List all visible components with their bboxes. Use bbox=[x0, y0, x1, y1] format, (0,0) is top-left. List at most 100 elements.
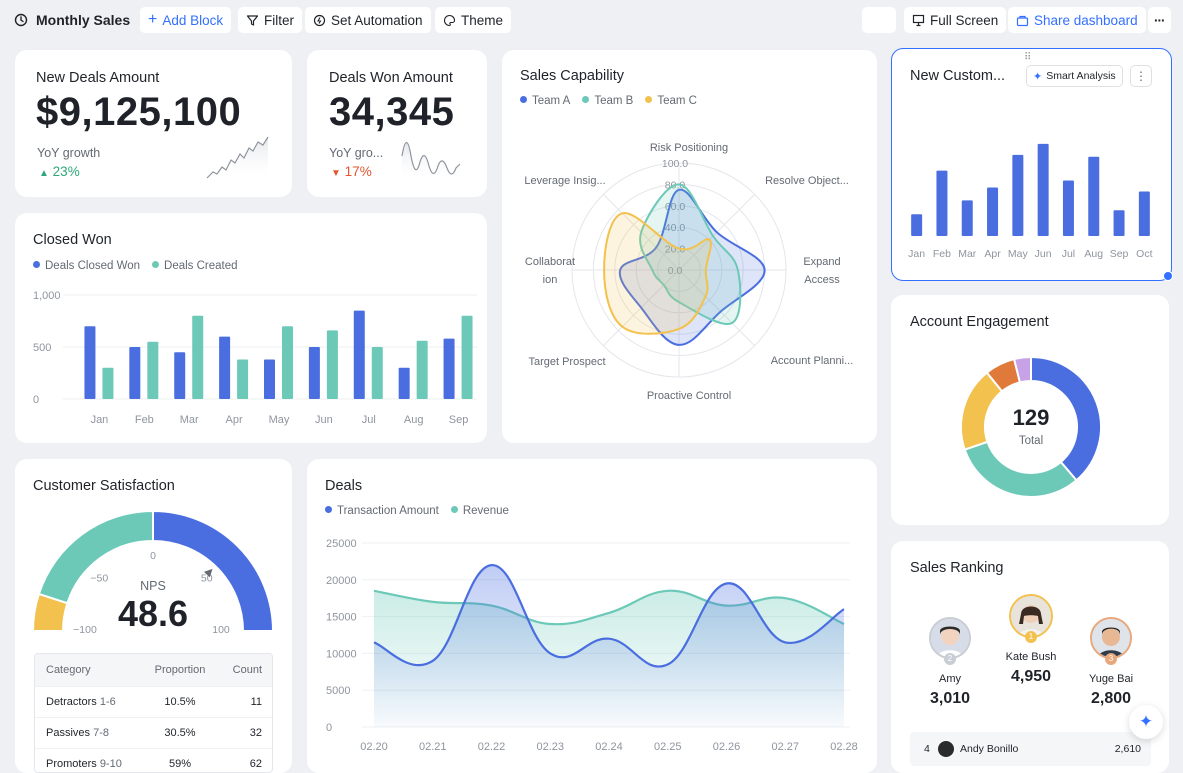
bar[interactable] bbox=[264, 359, 275, 399]
x-tick-label: 02.26 bbox=[713, 741, 741, 753]
dashboard-title[interactable]: Monthly Sales bbox=[14, 7, 130, 33]
account-engagement-card[interactable]: Account Engagement 129 Total bbox=[891, 295, 1169, 525]
share-dashboard-button[interactable]: Share dashboard bbox=[1008, 7, 1146, 33]
drag-handle-icon[interactable]: ⠿ bbox=[1024, 52, 1031, 63]
bar[interactable] bbox=[1062, 180, 1074, 236]
new-deals-card[interactable]: New Deals Amount $9,125,100 YoY growth ▲… bbox=[15, 50, 292, 197]
nps-table-header: Category Proportion Count bbox=[35, 654, 272, 686]
radar-series[interactable] bbox=[603, 212, 712, 335]
bar[interactable] bbox=[398, 367, 410, 399]
closed-won-card[interactable]: Closed Won Deals Closed Won Deals Create… bbox=[15, 213, 487, 443]
nps-value: 48.6 bbox=[117, 593, 189, 634]
radar-series[interactable] bbox=[618, 188, 766, 346]
sales-ranking-card[interactable]: Sales Ranking 2 Amy 3,010 1 Kate Bush 4,… bbox=[891, 541, 1169, 773]
radar-axis-label: Proactive Control bbox=[647, 390, 731, 402]
deals-card[interactable]: Deals Transaction Amount Revenue 0 5000 10… bbox=[307, 459, 877, 773]
avatar-rank-1[interactable] bbox=[1009, 594, 1053, 638]
new-customers-card[interactable]: ⠿ New Custom... ✦ Smart Analysis ⋮ Jan Fe… bbox=[891, 48, 1172, 281]
donut-slice[interactable] bbox=[1030, 355, 1102, 482]
bar[interactable] bbox=[1037, 143, 1049, 236]
donut-slice[interactable] bbox=[1012, 355, 1032, 384]
bar[interactable] bbox=[371, 347, 383, 399]
bar[interactable] bbox=[416, 340, 428, 399]
deals-chart: 0 5000 10000 15000 20000 25000 02.20 02.21 02.22… bbox=[326, 538, 858, 753]
x-tick-label: 02.25 bbox=[654, 741, 682, 753]
engagement-total-label: Total bbox=[1018, 435, 1044, 447]
bar[interactable] bbox=[174, 352, 186, 399]
theme-button[interactable]: Theme bbox=[435, 7, 512, 33]
bar[interactable] bbox=[219, 336, 231, 399]
radar-tick-label: 0.0 bbox=[668, 265, 683, 277]
avatar-rank-2[interactable] bbox=[929, 617, 971, 659]
deals-won-growth: ▼ 17% bbox=[331, 164, 372, 179]
legend-item-transaction[interactable]: Transaction Amount bbox=[325, 505, 439, 517]
bar[interactable] bbox=[443, 338, 455, 399]
x-tick-label: Jul bbox=[362, 414, 376, 426]
bar[interactable] bbox=[461, 315, 473, 399]
set-automation-button[interactable]: Set Automation bbox=[305, 7, 431, 33]
smart-analysis-button[interactable]: ✦ Smart Analysis bbox=[1026, 65, 1123, 87]
bar[interactable] bbox=[936, 170, 948, 236]
x-tick-label: Mar bbox=[180, 414, 199, 426]
legend-item-team-b[interactable]: Team B bbox=[582, 95, 633, 107]
x-tick-label: Jan bbox=[91, 414, 109, 426]
legend-label: Revenue bbox=[462, 505, 509, 517]
gauge-tick-label: 50 bbox=[201, 572, 213, 584]
full-screen-label: Full Screen bbox=[930, 12, 999, 28]
series-line[interactable] bbox=[373, 589, 845, 626]
table-row: Passives 7-8 30.5% 32 bbox=[35, 717, 272, 748]
legend-item-team-c[interactable]: Team C bbox=[645, 95, 697, 107]
x-tick-label: Jul bbox=[1062, 248, 1075, 260]
bar[interactable] bbox=[326, 330, 338, 399]
bar[interactable] bbox=[84, 326, 96, 399]
bar[interactable] bbox=[308, 347, 320, 399]
customer-satisfaction-card[interactable]: Customer Satisfaction −100 −50 0 50 100 NPS … bbox=[15, 459, 292, 773]
bar[interactable] bbox=[911, 214, 923, 236]
triangle-up-icon: ▲ bbox=[39, 168, 49, 179]
gauge-pointer bbox=[204, 568, 213, 578]
card-menu-button[interactable]: ⋮ bbox=[1130, 65, 1152, 87]
ai-assistant-button[interactable]: ✦ bbox=[1129, 705, 1163, 739]
radar-axis-label: Expand bbox=[803, 256, 840, 268]
resize-handle[interactable] bbox=[1163, 271, 1173, 281]
more-options-button[interactable]: ··· bbox=[1148, 7, 1171, 33]
x-tick-label: Feb bbox=[135, 414, 154, 426]
bar[interactable] bbox=[192, 315, 204, 399]
legend-item-revenue[interactable]: Revenue bbox=[450, 505, 509, 517]
radar-tick-label: 40.0 bbox=[665, 222, 686, 234]
bar[interactable] bbox=[987, 187, 999, 236]
bar[interactable] bbox=[1012, 154, 1024, 236]
bar[interactable] bbox=[237, 359, 249, 399]
add-block-button[interactable]: + Add Block bbox=[140, 7, 232, 33]
series-line[interactable] bbox=[373, 563, 845, 668]
bar[interactable] bbox=[129, 347, 141, 399]
legend-item-team-a[interactable]: Team A bbox=[520, 95, 570, 107]
account-engagement-title: Account Engagement bbox=[910, 314, 1049, 330]
donut-slice[interactable] bbox=[963, 440, 1078, 498]
category-name: Promoters bbox=[46, 758, 97, 770]
filter-button[interactable]: Filter bbox=[238, 7, 302, 33]
bar[interactable] bbox=[147, 341, 159, 399]
y-tick-label: 0 bbox=[326, 722, 332, 734]
new-deals-growth-label: YoY growth bbox=[37, 146, 101, 160]
radar-series[interactable] bbox=[639, 183, 742, 326]
radar-axis-label: Account Planni... bbox=[771, 355, 854, 367]
deals-title: Deals bbox=[325, 478, 363, 494]
ranking-row[interactable]: 4 Andy Bonillo 2,610 bbox=[910, 732, 1151, 766]
y-tick-label: 500 bbox=[33, 342, 51, 354]
x-tick-label: Apr bbox=[984, 248, 1001, 260]
bar[interactable] bbox=[961, 200, 973, 236]
bar[interactable] bbox=[1113, 210, 1125, 236]
bar[interactable] bbox=[1138, 191, 1150, 236]
bar[interactable] bbox=[353, 310, 365, 399]
bar[interactable] bbox=[102, 367, 114, 399]
engagement-total-value: 129 bbox=[1012, 405, 1050, 430]
bar[interactable] bbox=[1088, 156, 1100, 236]
bar[interactable] bbox=[282, 326, 293, 399]
sales-capability-card[interactable]: Sales Capability Team A Team B Team C 10… bbox=[502, 50, 877, 443]
legend-item-created[interactable]: Deals Created bbox=[152, 260, 238, 272]
legend-item-closed-won[interactable]: Deals Closed Won bbox=[33, 260, 140, 272]
deals-won-card[interactable]: Deals Won Amount 34,345 YoY gro... ▼ 17% bbox=[307, 50, 487, 197]
full-screen-button[interactable]: Full Screen bbox=[904, 7, 1007, 33]
